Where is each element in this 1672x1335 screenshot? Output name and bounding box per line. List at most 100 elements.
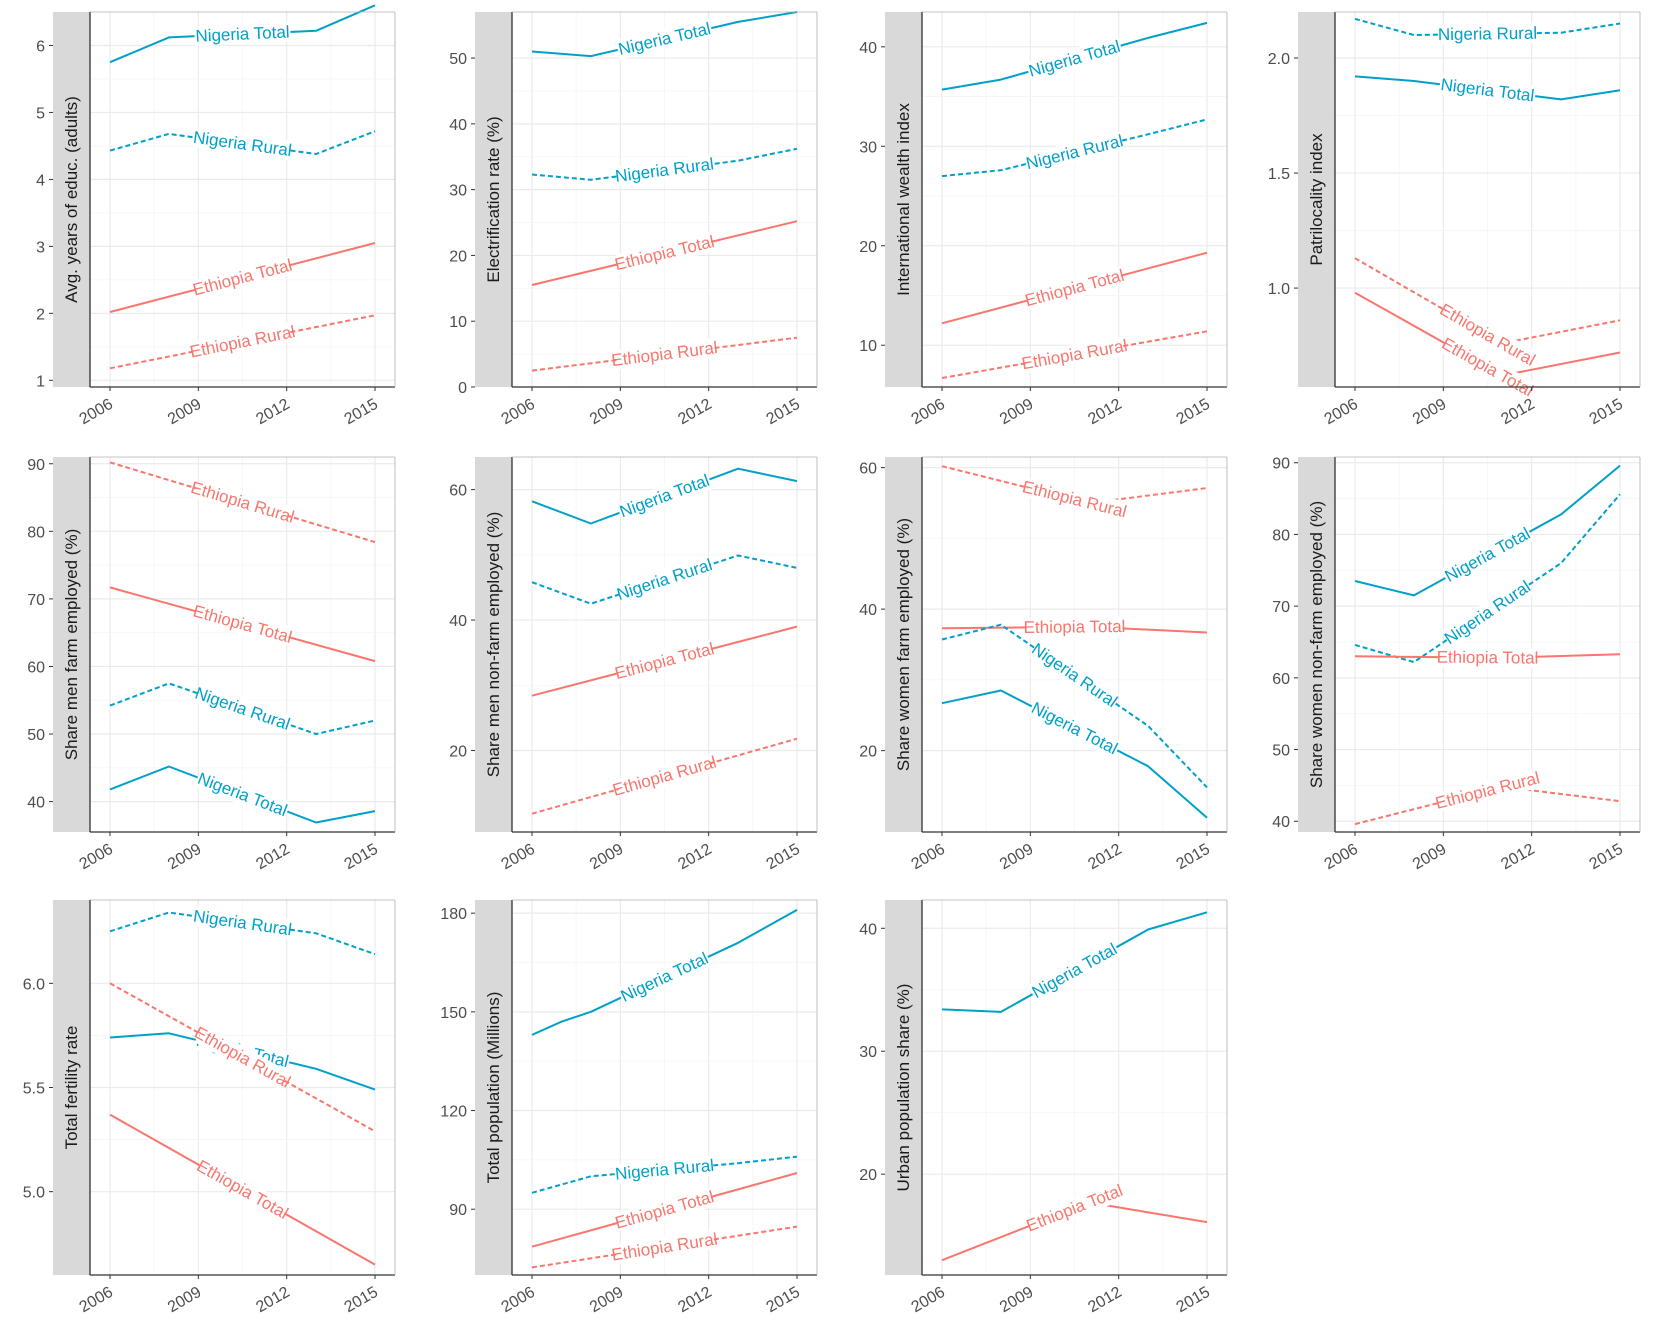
y-axis-title: Share women farm employed (%) [894, 518, 913, 771]
x-tick-label: 2015 [1587, 841, 1626, 874]
label-knockout [615, 338, 714, 370]
label-knockout [615, 555, 714, 605]
facet-strip [885, 457, 922, 832]
x-tick-label: 2009 [587, 1284, 626, 1317]
y-tick-label: 90 [1272, 456, 1290, 473]
x-tick-label: 2006 [77, 841, 116, 874]
label-knockout [615, 232, 714, 275]
label-knockout [1442, 577, 1533, 648]
x-tick-label: 2006 [77, 1284, 116, 1317]
x-tick-label: 2009 [165, 1284, 204, 1317]
facet-strip [885, 12, 922, 387]
x-tick-label: 2015 [342, 396, 381, 429]
series-line [941, 330, 1208, 379]
label-knockout [1027, 697, 1122, 760]
x-tick-label: 2009 [997, 1284, 1036, 1317]
y-tick-label: 5.5 [23, 1081, 45, 1098]
y-tick-label: 40 [859, 602, 877, 619]
y-tick-label: 70 [1272, 599, 1290, 616]
series-line [941, 465, 1208, 504]
y-tick-label: 80 [1272, 527, 1290, 544]
label-knockout [616, 947, 713, 1007]
y-tick-label: 6 [36, 38, 45, 55]
label-knockout [615, 639, 714, 683]
y-tick-label: 30 [449, 183, 467, 200]
x-tick-label: 2009 [587, 841, 626, 874]
y-tick-label: 180 [440, 906, 467, 923]
y-tick-label: 40 [859, 40, 877, 57]
series-line [109, 314, 376, 370]
x-tick-label: 2012 [1498, 396, 1537, 429]
y-tick-label: 50 [27, 727, 45, 744]
x-tick-label: 2006 [909, 396, 948, 429]
y-tick-label: 4 [36, 172, 45, 189]
y-axis-title: Share men non-farm employed (%) [484, 512, 503, 778]
y-tick-label: 10 [449, 314, 467, 331]
label-knockout [1027, 938, 1122, 1003]
x-tick-label: 2009 [997, 396, 1036, 429]
y-tick-label: 40 [859, 921, 877, 938]
x-tick-label: 2015 [342, 1284, 381, 1317]
y-tick-label: 40 [449, 117, 467, 134]
x-tick-label: 2012 [253, 1284, 292, 1317]
x-tick-label: 2015 [1174, 396, 1213, 429]
y-tick-label: 10 [859, 338, 877, 355]
y-axis-title: Avg. years of educ. (adults) [62, 96, 81, 303]
x-tick-label: 2015 [1587, 396, 1626, 429]
y-axis-title: Total population (Millions) [484, 992, 503, 1184]
y-tick-label: 60 [449, 483, 467, 500]
label-knockout [193, 255, 292, 300]
facet-strip [1298, 12, 1335, 387]
series-line [109, 130, 376, 155]
y-tick-label: 30 [859, 1044, 877, 1061]
label-knockout [193, 601, 292, 647]
y-tick-label: 0 [458, 380, 467, 397]
y-tick-label: 2.0 [1268, 51, 1290, 68]
y-tick-label: 120 [440, 1104, 467, 1121]
label-knockout [1025, 131, 1124, 174]
label-knockout [615, 154, 714, 187]
label-knockout [1025, 265, 1124, 311]
label-knockout [193, 683, 292, 734]
y-tick-label: 1.0 [1268, 281, 1290, 298]
label-knockout [193, 127, 292, 161]
facet-strip [53, 457, 90, 832]
series-line [941, 623, 1208, 789]
facet-strip [475, 12, 512, 387]
y-tick-label: 30 [859, 139, 877, 156]
x-tick-label: 2012 [1085, 841, 1124, 874]
y-tick-label: 150 [440, 1005, 467, 1022]
y-axis-title: International wealth index [894, 103, 913, 296]
x-tick-label: 2015 [1174, 841, 1213, 874]
y-tick-label: 20 [859, 239, 877, 256]
label-knockout [615, 1155, 714, 1184]
x-tick-label: 2006 [1322, 841, 1361, 874]
x-tick-label: 2015 [764, 1284, 803, 1317]
label-knockout [615, 18, 714, 60]
y-tick-label: 1 [36, 373, 45, 390]
label-knockout [615, 1229, 714, 1265]
x-tick-label: 2006 [77, 396, 116, 429]
label-knockout [193, 322, 292, 362]
facet-strip [1298, 457, 1335, 832]
x-tick-label: 2012 [675, 841, 714, 874]
label-knockout [1439, 23, 1536, 45]
y-tick-label: 3 [36, 239, 45, 256]
x-tick-label: 2015 [1174, 1284, 1213, 1317]
y-tick-label: 5.0 [23, 1185, 45, 1202]
x-tick-label: 2012 [1498, 841, 1537, 874]
series-line [109, 982, 376, 1133]
y-tick-label: 70 [27, 592, 45, 609]
y-tick-label: 40 [1272, 814, 1290, 831]
series-line [1354, 785, 1621, 826]
y-tick-label: 20 [859, 744, 877, 761]
label-knockout [1029, 639, 1120, 711]
x-tick-label: 2009 [1410, 396, 1449, 429]
facet-strip [475, 457, 512, 832]
